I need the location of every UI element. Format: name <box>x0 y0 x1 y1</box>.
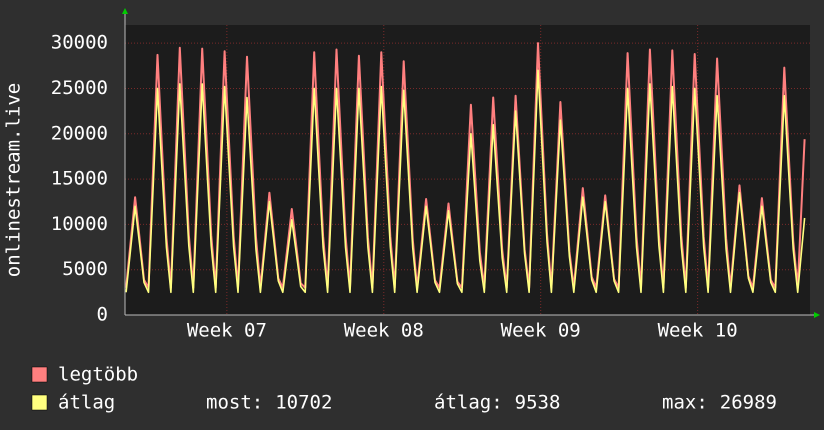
x-tick-label: Week 08 <box>344 320 424 342</box>
legend: legtöbb átlag most: 10702 átlag: 9538 max: 2698… <box>31 364 777 414</box>
legend-label: átlag <box>58 392 115 414</box>
legend-swatch <box>31 394 48 411</box>
x-tick-label: Week 07 <box>187 320 267 342</box>
stat-label: max: <box>662 392 708 414</box>
y-arrow <box>122 8 128 14</box>
y-tick-label: 0 <box>97 304 108 326</box>
y-tick-label: 25000 <box>51 77 108 99</box>
stat-value: 10702 <box>275 392 332 414</box>
y-tick-label: 10000 <box>51 213 108 235</box>
y-tick-label: 5000 <box>62 258 108 280</box>
y-tick-label: 15000 <box>51 168 108 190</box>
y-tick-label: 20000 <box>51 122 108 144</box>
legend-label: legtöbb <box>58 364 138 386</box>
lines <box>125 42 806 294</box>
x-tick-label: Week 10 <box>658 320 738 342</box>
stat-value: 26989 <box>720 392 777 414</box>
x-tick-label: Week 09 <box>501 320 581 342</box>
x-arrow <box>814 312 820 318</box>
series-line <box>125 69 806 294</box>
y-axis-label: onlinestream.live <box>3 83 25 277</box>
legend-swatch <box>31 366 48 383</box>
stat-value: 9538 <box>515 392 561 414</box>
stat-label: átlag: <box>434 392 503 414</box>
y-tick-label: 30000 <box>51 32 108 54</box>
stat-label: most: <box>206 392 263 414</box>
